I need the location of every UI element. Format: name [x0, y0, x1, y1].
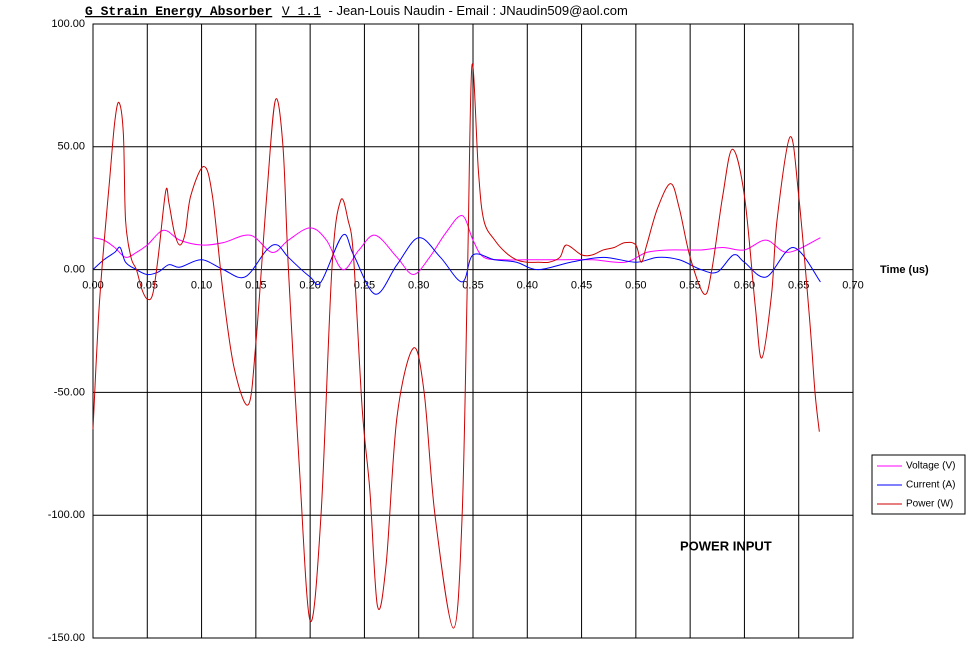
- series-line: [92, 63, 820, 629]
- x-tick-label: 0.20: [299, 280, 320, 292]
- subtitle: - Jean-Louis Naudin - Email : JNaudin509…: [329, 3, 628, 18]
- x-tick-label: 0.40: [517, 280, 538, 292]
- annotation: POWER INPUT: [680, 538, 772, 553]
- x-tick-label: 0.30: [408, 280, 429, 292]
- x-tick-label: 0.15: [245, 280, 266, 292]
- series-line: [92, 233, 821, 295]
- legend-label: Current (A): [906, 480, 955, 491]
- chart-title-line: G Strain Energy Absorber V 1.1 - Jean-Lo…: [85, 3, 628, 19]
- x-tick-label: 0.35: [462, 280, 483, 292]
- x-tick-label: 0.50: [625, 280, 646, 292]
- chart-title: G Strain Energy Absorber: [85, 4, 272, 19]
- x-tick-label: 0.10: [191, 280, 212, 292]
- series-line: [92, 215, 821, 276]
- y-tick-label: -50.00: [54, 386, 85, 398]
- y-tick-label: 0.00: [64, 264, 85, 276]
- x-tick-label: 0.55: [679, 280, 700, 292]
- legend-label: Power (W): [906, 499, 953, 510]
- x-tick-label: 0.45: [571, 280, 592, 292]
- y-tick-label: 100.00: [51, 18, 85, 30]
- plot-frame: [92, 23, 854, 639]
- x-tick-label: 0.60: [734, 280, 755, 292]
- y-tick-label: 50.00: [57, 141, 85, 153]
- x-tick-label: 0.25: [354, 280, 375, 292]
- y-tick-label: -100.00: [48, 509, 85, 521]
- version: V 1.1: [282, 4, 321, 19]
- legend: Voltage (V) Current (A) Power (W): [871, 454, 966, 515]
- legend-label: Voltage (V): [906, 461, 955, 472]
- y-tick-label: -150.00: [48, 632, 85, 644]
- x-axis-label: Time (us): [880, 264, 929, 276]
- x-tick-label: 0.65: [788, 280, 809, 292]
